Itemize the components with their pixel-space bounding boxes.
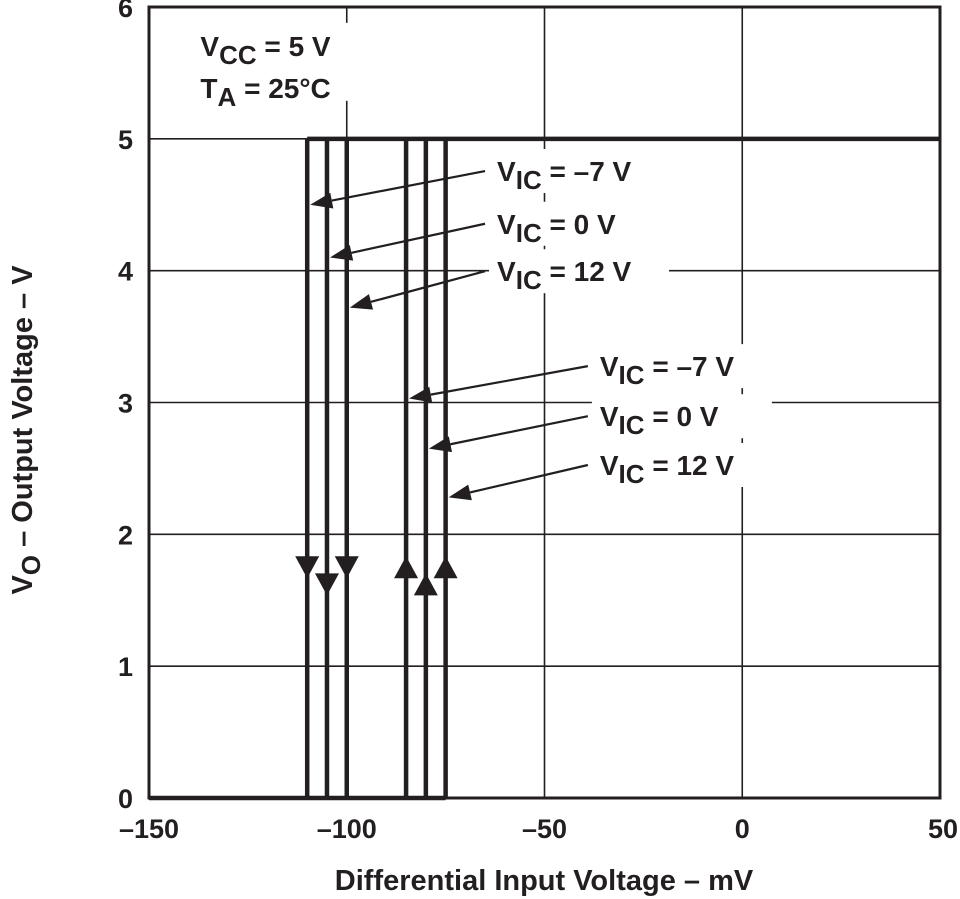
annotation-sub-3: IC: [619, 360, 645, 390]
annotation-bg-0: [489, 149, 670, 194]
x-tick-label-3: 0: [735, 814, 750, 844]
plot-frame: [147, 5, 942, 800]
annotation-pointer-head-5: [448, 484, 472, 501]
annotation-main-2: V: [497, 256, 516, 287]
y-tick-label-3: 3: [118, 389, 133, 419]
annotation-label-3: VIC = –7 V: [600, 351, 735, 390]
y-tick-label-4: 4: [118, 257, 133, 287]
annotation-pointer-0: [331, 169, 486, 202]
series-arrowhead-4: [413, 573, 438, 596]
condition-sub-1: A: [218, 82, 237, 112]
condition-main-0: V: [200, 31, 219, 62]
annotation-pointer-head-4: [428, 436, 453, 453]
y-tick-label-6: 6: [118, 0, 133, 23]
annotation-pointer-head-1: [329, 244, 354, 261]
x-tick-label-2: –50: [522, 814, 567, 844]
annotation-sub-1: IC: [516, 218, 542, 248]
annotation-main-5: V: [600, 450, 619, 481]
conditions-bg: [192, 22, 368, 101]
x-tick-label-1: –100: [317, 814, 377, 844]
condition-main-1: T: [200, 73, 217, 104]
annotation-bg-5: [591, 443, 772, 488]
conditions-block: VCC = 5 VTA = 25°C: [200, 31, 331, 112]
y-axis-title-sub: O: [16, 555, 46, 575]
annotation-main-3: V: [600, 351, 619, 382]
x-axis-title: Differential Input Voltage – mV: [335, 865, 754, 897]
annotation-label-0: VIC = –7 V: [497, 156, 632, 195]
annotation-pointer-4: [450, 415, 589, 446]
annotation-main-1: V: [497, 209, 516, 240]
y-tick-label-2: 2: [118, 520, 133, 550]
annotation-pointer-1: [351, 222, 486, 254]
annotation-bg-2: [489, 249, 670, 294]
y-axis-title-main: V: [7, 575, 39, 595]
annotation-label-4: VIC = 0 V: [600, 401, 719, 440]
x-tick-label-0: –150: [119, 814, 179, 844]
annotation-pointer-3: [430, 365, 589, 396]
y-tick-label-5: 5: [118, 125, 133, 155]
annotation-sub-4: IC: [619, 410, 645, 440]
annotation-sub-0: IC: [516, 165, 542, 195]
condition-rest-1: = 25°C: [236, 73, 330, 104]
annotation-main-4: V: [600, 401, 619, 432]
y-tick-label-1: 1: [118, 652, 133, 682]
condition-label-1: TA = 25°C: [200, 73, 330, 112]
series-arrowhead-2: [334, 556, 359, 579]
annotation-pointer-head-3: [409, 386, 433, 403]
annotation-label-5: VIC = 12 V: [600, 450, 735, 489]
condition-rest-0: = 5 V: [257, 31, 331, 62]
tick-labels: 0 1 2 3 4 5 6 –150 –100 –50 0 50: [118, 0, 958, 844]
annotation-rest-2: = 12 V: [542, 256, 632, 287]
condition-label-0: VCC = 5 V: [200, 31, 331, 70]
grid-lines: [149, 7, 940, 798]
annotation-sub-5: IC: [619, 459, 645, 489]
annotation-rest-4: = 0 V: [645, 401, 719, 432]
y-tick-label-0: 0: [118, 784, 133, 814]
annotation-bg-3: [591, 344, 772, 389]
annotation-rest-1: = 0 V: [542, 209, 616, 240]
annotation-pointer-head-2: [349, 294, 374, 310]
condition-sub-0: CC: [219, 40, 257, 70]
annotation-bg-1: [489, 201, 670, 246]
x-tick-label-4: 50: [928, 814, 958, 844]
annotation-rest-3: = –7 V: [645, 351, 735, 382]
plot-area-border: [147, 5, 942, 800]
annotation-main-0: V: [497, 156, 516, 187]
annotation-label-1: VIC = 0 V: [497, 209, 616, 248]
y-axis-title-rest: – Output Voltage – V: [7, 265, 39, 555]
annotation-pointer-2: [370, 270, 486, 303]
annotation-rest-0: = –7 V: [542, 156, 632, 187]
series-arrowhead-1: [314, 573, 339, 596]
annotation-label-2: VIC = 12 V: [497, 256, 632, 295]
series-arrowhead-3: [394, 556, 419, 579]
annotation-pointer-5: [469, 463, 589, 494]
annotation-rest-5: = 12 V: [645, 450, 735, 481]
series-arrowhead-5: [433, 556, 458, 579]
series-arrowhead-0: [295, 556, 320, 579]
annotation-bg-4: [591, 394, 772, 439]
y-axis-title: VO – Output Voltage – V: [7, 265, 46, 595]
annotation-pointer-head-0: [310, 192, 334, 209]
annotation-sub-2: IC: [516, 265, 542, 295]
